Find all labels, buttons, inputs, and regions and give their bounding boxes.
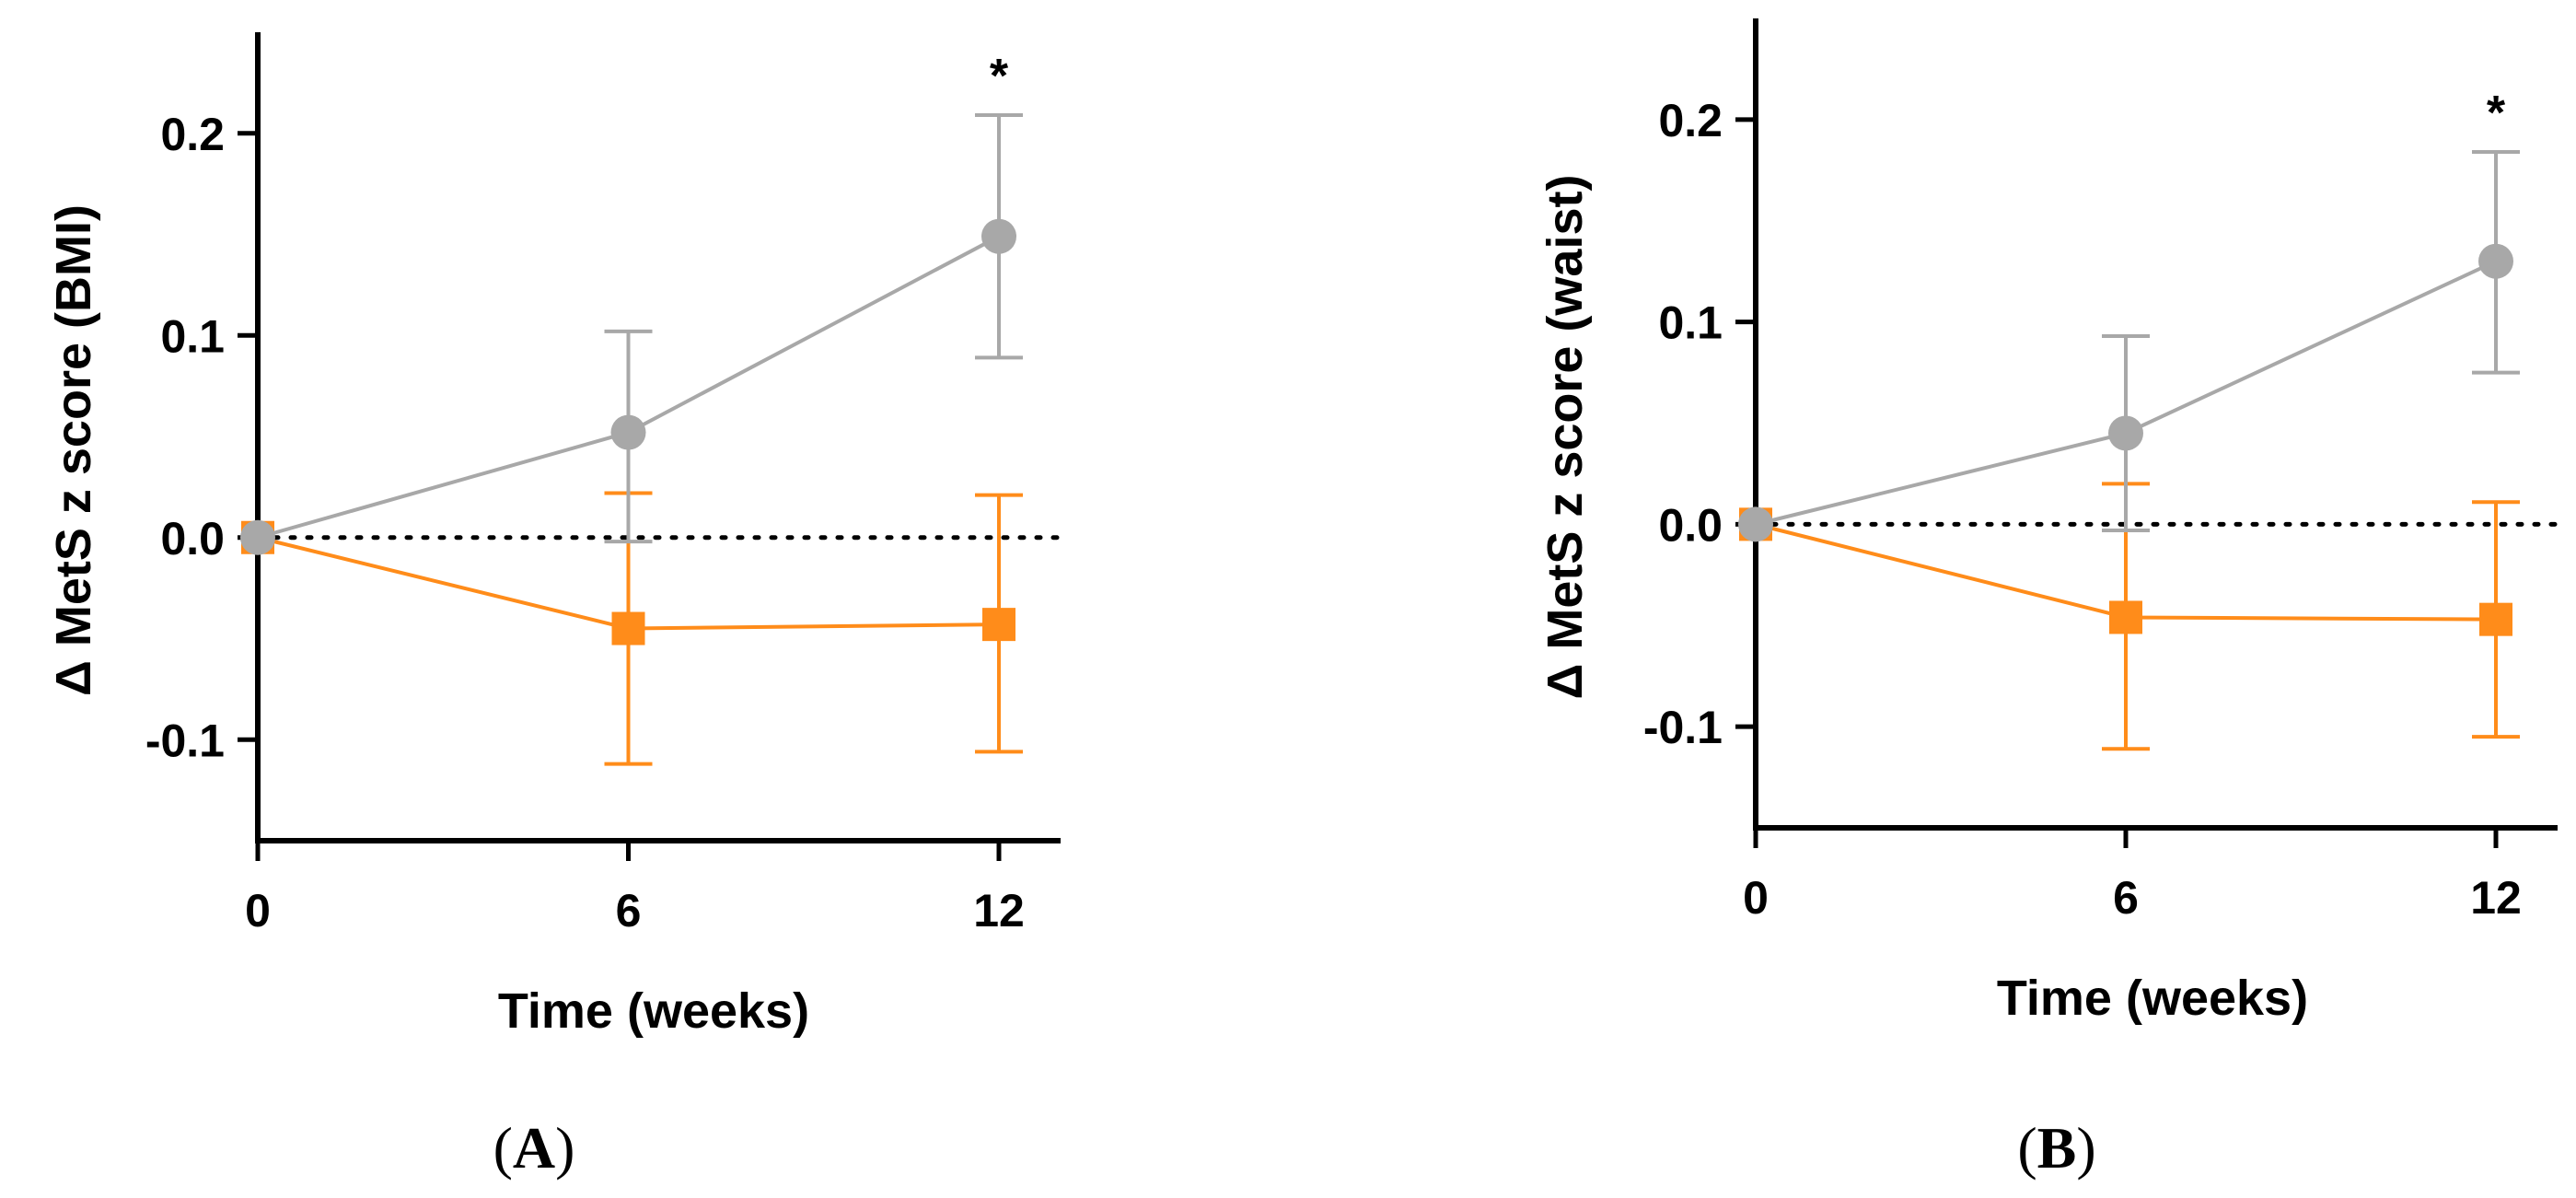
data-point-orange [2479, 602, 2512, 636]
data-point-orange [982, 608, 1015, 642]
y-tick-label: 0.2 [1658, 95, 1723, 146]
series-gray [240, 112, 1023, 555]
panel-label-letter: B [2037, 1115, 2077, 1181]
panel-label: (B) [2017, 1115, 2095, 1181]
x-axis-label: Time (weeks) [1997, 971, 2308, 1026]
panel-b: 0.2 0.1 0.0 -0.1 0 6 12 * Δ MetS z score (waist)… [1537, 18, 2568, 1181]
panel-label-close-paren: ) [2076, 1115, 2095, 1181]
series-orange [241, 491, 1023, 766]
data-point-gray [2108, 415, 2143, 451]
y-tick-label: 0.1 [1658, 297, 1723, 349]
series-gray [1738, 150, 2520, 542]
y-axis-label: Δ MetS z score (BMI) [46, 204, 101, 696]
y-tick-label: -0.1 [145, 715, 225, 766]
panel-a: 0.2 0.1 0.0 -0.1 0 6 12 * Δ MetS z score (BMI) Ti… [46, 32, 1071, 1181]
x-tick-label: 6 [2113, 872, 2139, 924]
data-point-gray [610, 414, 646, 450]
data-point-orange [2109, 600, 2142, 634]
y-tick-label: 0.1 [160, 310, 225, 362]
panel-label-open-paren: ( [493, 1115, 513, 1181]
x-tick-label: 12 [2470, 872, 2522, 924]
significance-asterisk: * [990, 50, 1009, 103]
panel-label-letter: A [513, 1115, 555, 1181]
x-tick-label: 0 [245, 885, 271, 936]
significance-asterisk: * [2487, 87, 2506, 140]
data-point-orange [611, 611, 645, 646]
y-tick-label: 0.0 [1658, 499, 1723, 551]
x-axis-label: Time (weeks) [498, 983, 809, 1039]
data-point-gray [240, 519, 275, 555]
data-point-gray [981, 218, 1016, 254]
y-tick-label: 0.0 [160, 513, 225, 564]
panel-label-open-paren: ( [2017, 1115, 2036, 1181]
panel-label: (A) [493, 1115, 575, 1181]
data-point-gray [1738, 506, 1773, 542]
x-tick-label: 0 [1743, 872, 1769, 924]
panel-label-close-paren: ) [555, 1115, 574, 1181]
x-tick-label: 6 [616, 885, 642, 936]
x-tick-label: 12 [973, 885, 1025, 936]
y-tick-label: -0.1 [1643, 702, 1723, 753]
y-axis-label: Δ MetS z score (waist) [1537, 175, 1593, 700]
y-tick-label: 0.2 [160, 109, 225, 160]
data-point-gray [2478, 243, 2513, 279]
